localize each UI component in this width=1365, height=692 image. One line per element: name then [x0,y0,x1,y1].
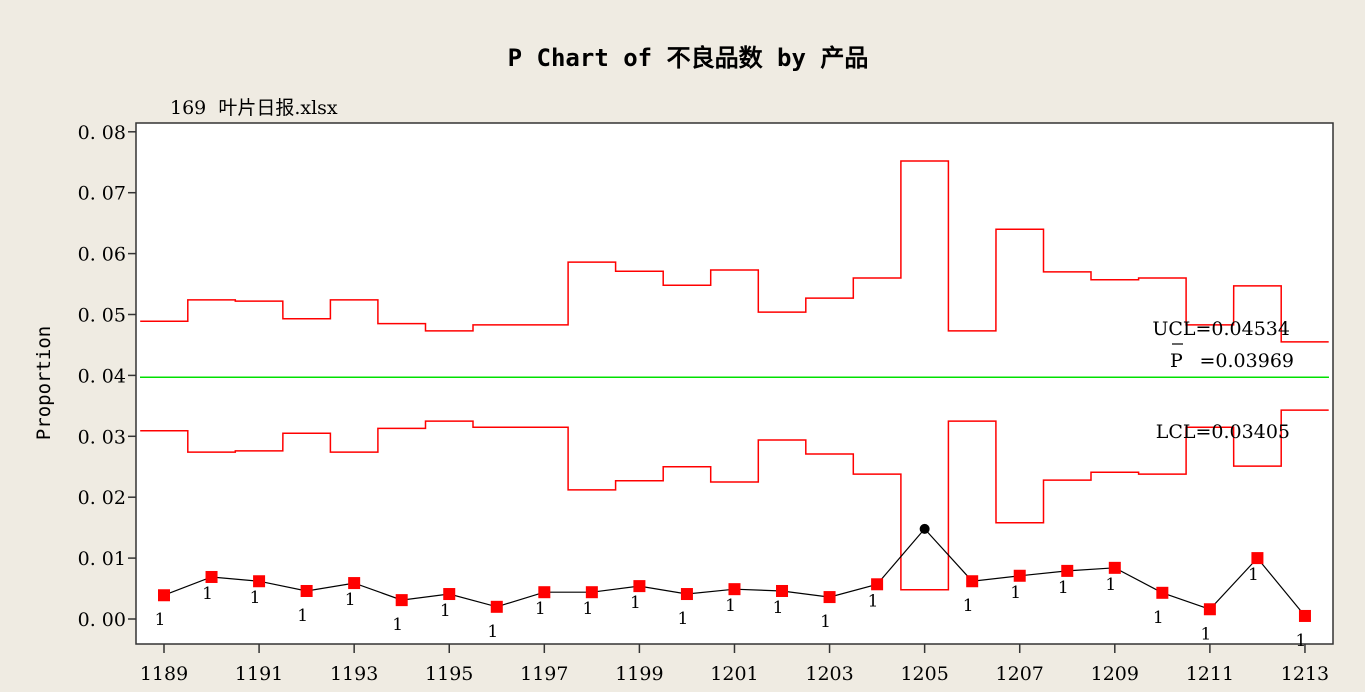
test-failure-flag: 1 [582,599,593,619]
test-failure-flag: 1 [440,601,451,621]
data-point-marker [919,523,930,534]
test-failure-flag: 1 [155,610,166,630]
lcl-label: LCL=0.03405 [1156,421,1290,443]
test-failure-flag: 1 [963,596,974,616]
test-failure-flag: 1 [773,598,784,618]
test-failure-flag: 1 [868,591,879,611]
flagged-point-marker [1013,569,1026,582]
pbar-label: =0.03969 [1200,350,1295,372]
test-failure-flag: 1 [1248,565,1259,585]
flagged-point-marker [1203,603,1216,616]
flagged-point-marker [728,583,741,596]
x-tick-label: 1205 [900,663,948,685]
flagged-point-marker [776,584,789,597]
flagged-point-marker [680,588,693,601]
y-tick-label: 0. 03 [78,426,126,448]
flagged-point-marker [1061,564,1074,577]
test-failure-flag: 1 [535,599,546,619]
x-tick-label: 1207 [996,663,1044,685]
flagged-point-marker [1298,609,1311,622]
flagged-point-marker [348,577,361,590]
x-tick-label: 1197 [520,663,568,685]
y-axis: 0. 00 0. 01 0. 02 0. 03 0. 04 0. 05 0. 06 0. 07… [78,122,136,631]
test-failure-flag: 1 [630,593,641,613]
pbar-symbol: P [1170,350,1183,372]
x-tick-label: 1203 [805,663,853,685]
y-tick-label: 0. 02 [78,487,126,509]
x-tick-label: 1189 [140,663,188,685]
flagged-point-marker [823,591,836,604]
test-failure-flag: 1 [1200,624,1211,644]
y-axis-label: Proportion [33,326,55,440]
test-failure-flag: 1 [345,590,356,610]
flagged-point-marker [205,570,218,583]
ucl-step-line [140,160,1329,343]
test-failure-flag: 1 [1105,575,1116,595]
y-tick-label: 0. 00 [78,609,126,631]
x-tick-label: 1211 [1186,663,1234,685]
flagged-point-marker [300,584,313,597]
flagged-point-marker [253,575,266,588]
lcl-step-line [140,409,1329,591]
flagged-point-marker [585,586,598,599]
flagged-point-marker [1108,561,1121,574]
plot-area [135,122,1334,645]
test-failure-flag: 1 [725,596,736,616]
test-failure-flag: 1 [297,606,308,626]
x-tick-label: 1209 [1091,663,1139,685]
test-failure-flag: 1 [820,612,831,632]
y-tick-label: 0. 08 [78,122,126,144]
test-failure-flag: 1 [250,588,261,608]
test-failure-flag: 1 [1010,583,1021,603]
flagged-point-marker [395,594,408,607]
flagged-point-marker [443,588,456,601]
y-tick-label: 0. 01 [78,548,126,570]
x-tick-label: 1201 [710,663,758,685]
test-failure-flag: 1 [202,584,213,604]
flagged-point-marker [1156,586,1169,599]
chart-title: P Chart of 不良品数 by 产品 [508,44,869,72]
y-tick-label: 0. 04 [78,365,126,387]
flagged-point-marker [158,589,170,602]
flagged-point-marker [538,586,551,599]
x-tick-label: 1193 [330,663,378,685]
chart-subtitle: 169 叶片日报.xlsx [170,97,338,119]
flagged-point-marker [871,578,884,591]
x-tick-label: 1191 [235,663,283,685]
y-tick-label: 0. 05 [78,305,126,327]
flagged-point-marker [966,575,979,588]
test-failure-flag: 1 [392,615,403,635]
control-limit-labels: UCL=0.04534 P =0.03969 LCL=0.03405 [1152,318,1294,443]
y-tick-label: 0. 06 [78,244,126,266]
flagged-point-marker [633,580,646,593]
x-axis: 1189 1191 1193 1195 1197 1199 1201 1203 1205 1207… [140,644,1329,685]
x-tick-label: 1195 [425,663,473,685]
test-failure-flag: 1 [1296,631,1307,651]
x-tick-label: 1199 [615,663,663,685]
x-tick-label: 1213 [1281,663,1329,685]
test-failure-flag: 1 [1153,608,1164,628]
proportion-series: 1 1 1 1 1 1 1 1 1 1 1 1 1 1 1 1 1 1 1 1 1 1 1 1 [155,523,1311,651]
test-failure-flag: 1 [487,622,498,642]
ucl-label: UCL=0.04534 [1152,318,1290,340]
test-failure-flag: 1 [1058,578,1069,598]
test-failure-flag: 1 [678,609,689,629]
flagged-point-marker [490,600,503,613]
y-tick-label: 0. 07 [78,183,126,205]
flagged-point-marker [1251,552,1264,565]
